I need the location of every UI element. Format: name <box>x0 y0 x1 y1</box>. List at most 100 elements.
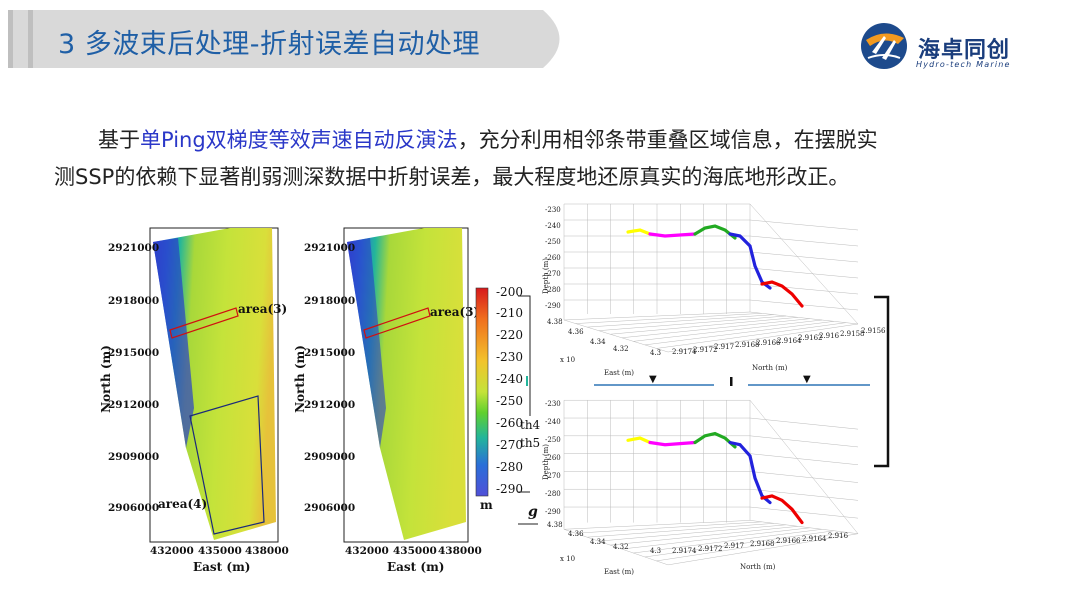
y-axis-title-left: North (m) <box>98 345 113 413</box>
plot3d-bottom <box>563 399 859 566</box>
plot-top-profile-red <box>760 280 804 308</box>
plot-bottom-east-tick: 4.32 <box>613 543 629 551</box>
annotation-area3-right: area(3) <box>430 305 480 319</box>
plot-bottom-east-tick: 4.38 <box>547 521 563 529</box>
map-left-area4-box <box>189 395 265 535</box>
plot-top-north-tick: 2.916 <box>819 331 840 340</box>
plot-bottom-north-label: North (m) <box>740 563 776 571</box>
x-tick-right: 438000 <box>438 545 482 557</box>
plot-top-north-tick: 2.9156 <box>861 327 886 336</box>
plot-bottom-ztick: -280 <box>545 490 561 498</box>
plot-top-ztick: -250 <box>545 238 561 246</box>
plot-bottom-east-exp: x 10 <box>560 555 576 563</box>
bathymetry-map-right <box>343 227 469 543</box>
title-bar-stripe-1 <box>8 10 13 68</box>
plot-top-profile-magenta <box>648 232 697 238</box>
y-tick-right: 2912000 <box>304 399 356 411</box>
body-prefix: 基于 <box>98 128 140 152</box>
y-tick-left: 2906000 <box>108 502 160 514</box>
map-left-area3-box <box>169 307 239 339</box>
divider-row <box>594 377 870 386</box>
plot-top-ztick: -230 <box>545 206 561 214</box>
plot-top-frame <box>563 203 859 353</box>
map-right-dark-edge <box>347 238 386 448</box>
y-tick-right: 2918000 <box>304 295 356 307</box>
plot-top-east-tick: 4.38 <box>547 318 563 326</box>
plot-bottom-ztick: -270 <box>545 472 561 480</box>
plot-top-east-tick: 4.34 <box>590 338 606 346</box>
colorbar-tick: -210 <box>496 306 523 320</box>
plot-bottom-ztick: -250 <box>545 436 561 444</box>
plot-top-east-tick: 4.3 <box>650 349 662 357</box>
plots-bracket <box>874 295 890 468</box>
plot-top-north-tick: 2.9164 <box>777 336 802 345</box>
map-right-swath <box>347 228 466 540</box>
colorbar-side-label: th4 <box>520 418 541 432</box>
plot-bottom-north-tick: 2.916 <box>828 532 849 540</box>
colorbar-tick: -240 <box>496 372 523 386</box>
plot-bottom-ztick: -260 <box>545 454 561 462</box>
plot-top-north-tick: 2.9158 <box>840 329 865 338</box>
plot-bottom-ztick: -290 <box>545 508 561 516</box>
plot-bottom-east-tick: 4.36 <box>568 530 584 538</box>
map-right-area3-box <box>363 307 431 339</box>
colorbar-side-label: th5 <box>520 436 541 450</box>
plot-bottom-north-tick: 2.9166 <box>776 537 801 545</box>
annotation-area3-left: area(3) <box>238 302 288 316</box>
divider-marker-left: ▼ <box>649 374 657 385</box>
bathymetry-map-left <box>149 227 279 543</box>
y-tick-right: 2906000 <box>304 502 356 514</box>
y-tick-left: 2921000 <box>108 242 160 254</box>
colorbar-tick: -260 <box>496 416 523 430</box>
y-axis-title-right: North (m) <box>292 345 307 413</box>
plot-bottom-profile-yellow <box>626 436 652 445</box>
plot-bottom-east-tick: 4.3 <box>650 547 662 555</box>
plot-top-north-tick: 2.9174 <box>672 348 697 356</box>
colorbar-tick: -230 <box>496 350 523 364</box>
colorbar-tick: -280 <box>496 460 523 474</box>
side-fragment-g: g <box>528 504 538 520</box>
plot-top-north-label: North (m) <box>752 364 788 372</box>
plot-top-ztick: -290 <box>545 302 561 310</box>
divider-marker-right: ▼ <box>803 374 811 385</box>
plot-top-profile-yellow <box>626 228 652 236</box>
body-line1-rest: ，充分利用相邻条带重叠区域信息，在摆脱实 <box>457 128 878 152</box>
plot-bottom-north-tick: 2.9172 <box>698 544 723 553</box>
plot-top-east-label: East (m) <box>604 369 635 377</box>
map-left-dark-edge <box>153 238 194 448</box>
x-tick-right: 435000 <box>393 545 437 557</box>
plot-bottom-ztick: -240 <box>545 418 561 426</box>
colorbar-tick: -200 <box>496 285 523 299</box>
plot-top-east-exp: x 10 <box>560 356 576 364</box>
body-highlight: 单Ping双梯度等效声速自动反演法 <box>140 128 458 152</box>
y-tick-right: 2921000 <box>304 242 356 254</box>
y-tick-left: 2909000 <box>108 451 160 463</box>
plot-top-ztick: -260 <box>545 254 561 262</box>
plot-top-ztick: -240 <box>545 222 561 230</box>
plot-bottom-east-label: East (m) <box>604 568 635 576</box>
x-axis-title-right: East (m) <box>387 560 445 574</box>
plot-top-ztick: -280 <box>545 286 561 294</box>
colorbar-unit: m <box>480 498 493 512</box>
plot-top-east-tick: 4.32 <box>613 345 629 353</box>
title-bar-shape <box>8 10 560 68</box>
y-tick-left: 2918000 <box>108 295 160 307</box>
plot-top-north-tick: 2.9166 <box>756 338 781 347</box>
y-tick-left: 2912000 <box>108 399 160 411</box>
plot-bottom-frame <box>563 399 859 566</box>
logo-subtitle: Hydro-tech Marine <box>916 60 1011 69</box>
plot-bottom-north-tick: 2.917 <box>724 542 745 550</box>
plot-bottom-north-tick: 2.9174 <box>672 547 697 555</box>
plot-top-east-tick: 4.36 <box>568 328 584 336</box>
plot-top-profile-green <box>693 224 737 240</box>
colorbar-tick: -220 <box>496 328 523 342</box>
plot-top-north-tick: 2.917 <box>714 343 735 352</box>
colorbar-tick: -250 <box>496 394 523 408</box>
plot-bottom-ztick: -230 <box>545 400 561 408</box>
x-axis-title-left: East (m) <box>193 560 251 574</box>
body-line2: 测SSP的依赖下显著削弱测深数据中折射误差，最大程度地还原真实的海底地形改正。 <box>54 165 850 189</box>
plot-bottom-north-tick: 2.9164 <box>802 534 827 543</box>
title-bar-stripe-2 <box>28 10 33 68</box>
annotation-area4-left: area(4) <box>158 497 208 511</box>
plot-bottom-profile-green <box>693 431 737 449</box>
